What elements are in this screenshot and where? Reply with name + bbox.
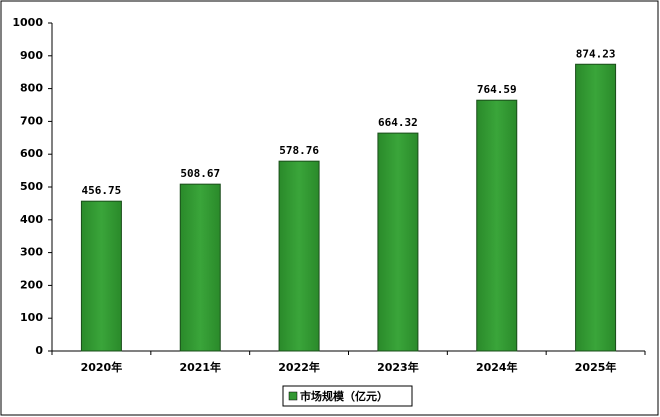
y-tick-label: 500 — [20, 180, 43, 193]
y-tick-label: 1000 — [12, 16, 43, 29]
data-label: 456.75 — [82, 184, 122, 197]
y-tick-label: 200 — [20, 278, 43, 291]
data-label: 874.23 — [576, 47, 616, 60]
data-label: 578.76 — [279, 144, 319, 157]
legend-label: 市场规模（亿元） — [300, 389, 388, 403]
bar — [476, 99, 518, 352]
y-tick-label: 700 — [20, 114, 43, 127]
y-tick-label: 800 — [20, 82, 43, 95]
x-tick-label: 2021年 — [179, 360, 221, 374]
data-label: 508.67 — [180, 167, 220, 180]
data-label: 664.32 — [378, 116, 418, 129]
x-tick-label: 2022年 — [278, 360, 320, 374]
legend-box — [282, 385, 413, 407]
x-tick-label: 2024年 — [476, 360, 518, 374]
x-tick-label: 2025年 — [575, 360, 617, 374]
x-tick-label: 2020年 — [81, 360, 123, 374]
x-tick-label: 2023年 — [377, 360, 419, 374]
bar — [278, 160, 320, 352]
y-tick-label: 300 — [20, 246, 43, 259]
y-tick-label: 100 — [20, 311, 43, 324]
y-tick-label: 400 — [20, 213, 43, 226]
bar — [377, 132, 419, 352]
y-tick-label: 0 — [35, 344, 43, 357]
bar — [179, 183, 221, 352]
y-tick-label: 600 — [20, 147, 43, 160]
data-label: 764.59 — [477, 83, 517, 96]
bar — [80, 200, 122, 352]
legend-swatch — [288, 391, 298, 401]
bar — [575, 63, 617, 352]
y-tick-label: 900 — [20, 49, 43, 62]
